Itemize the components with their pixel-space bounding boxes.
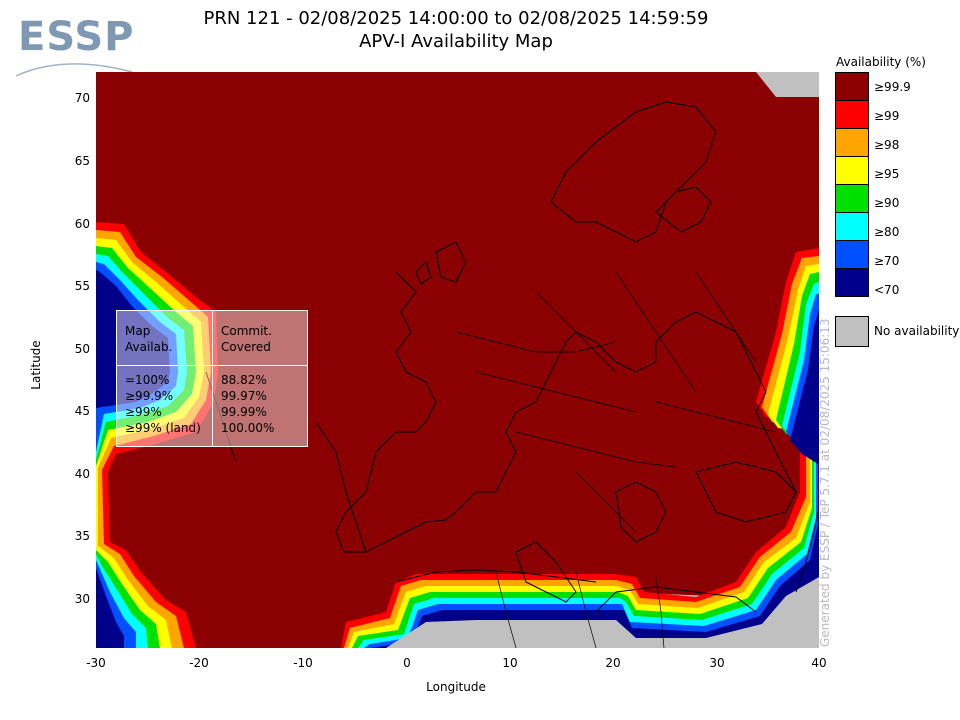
x-axis-label: Longitude	[426, 680, 486, 694]
legend-label: ≥90	[874, 196, 900, 210]
legend-swatch	[835, 100, 869, 128]
legend-colorbar	[835, 72, 869, 297]
xtick-40: 40	[811, 656, 827, 670]
no-availability-label: No availability	[874, 324, 960, 338]
ytick-45: 45	[74, 404, 90, 418]
generated-credit: Generated by ESSP / TeP 5.7.1 at 02/08/2…	[818, 318, 832, 647]
map-title: PRN 121 - 02/08/2025 14:00:00 to 02/08/2…	[203, 8, 709, 29]
legend-swatch	[835, 128, 869, 156]
country-borders	[455, 271, 777, 648]
legend-label: ≥80	[874, 225, 900, 239]
no-availability-northeast	[756, 72, 819, 97]
xtick-30: 30	[709, 656, 725, 670]
band-below-70	[96, 270, 170, 648]
ytick-55: 55	[74, 279, 90, 293]
legend-title: Availability (%)	[836, 55, 926, 69]
legend-swatch	[835, 156, 869, 184]
ytick-30: 30	[74, 592, 90, 606]
availability-map	[96, 72, 819, 648]
stats-header-availab: Availab.	[125, 340, 173, 354]
xtick-0: 0	[403, 656, 411, 670]
xtick-minus10: -10	[293, 656, 313, 670]
legend-swatch	[835, 72, 869, 100]
ytick-65: 65	[74, 154, 90, 168]
ytick-50: 50	[74, 342, 90, 356]
legend-swatch	[835, 212, 869, 240]
xtick-minus30: -30	[86, 656, 106, 670]
no-availability-south-inner	[386, 577, 819, 648]
stats-row-label: =100%	[125, 373, 170, 387]
xtick-10: 10	[502, 656, 518, 670]
stats-header-covered: Covered	[221, 340, 271, 354]
logo-text: ESSP	[18, 14, 135, 60]
xtick-minus20: -20	[189, 656, 209, 670]
stats-row-label: ≥99% (land)	[125, 421, 201, 435]
map-subtitle: APV-I Availability Map	[359, 31, 553, 52]
xtick-20: 20	[605, 656, 621, 670]
ytick-35: 35	[74, 529, 90, 543]
stats-header-commit: Commit.	[221, 324, 272, 338]
ytick-40: 40	[74, 467, 90, 481]
legend-label: <70	[874, 283, 900, 297]
legend-swatch	[835, 268, 869, 297]
stats-row-value: 100.00%	[221, 421, 275, 435]
coverage-stats-table: Map Availab. Commit. Covered =100% ≥99.9…	[116, 310, 308, 447]
no-availability-swatch	[835, 316, 869, 347]
legend-label: ≥99	[874, 109, 900, 123]
legend-label: ≥95	[874, 167, 900, 181]
ytick-60: 60	[74, 217, 90, 231]
stats-row-value: 99.99%	[221, 405, 267, 419]
legend-label: ≥70	[874, 254, 900, 268]
stats-row-label: ≥99.9%	[125, 389, 174, 403]
stats-row-value: 99.97%	[221, 389, 267, 403]
coastlines	[205, 101, 819, 613]
legend-swatch	[835, 240, 869, 268]
stats-header-map: Map	[125, 324, 151, 338]
logo-swoosh	[15, 63, 133, 77]
y-axis-label: Latitude	[29, 340, 43, 390]
essp-logo: ESSP	[14, 14, 134, 84]
legend-label: ≥99.9	[874, 80, 911, 94]
stats-row-value: 88.82%	[221, 373, 267, 387]
ytick-70: 70	[74, 91, 90, 105]
legend-swatch	[835, 184, 869, 212]
stats-row-label: ≥99%	[125, 405, 162, 419]
legend-label: ≥98	[874, 138, 900, 152]
